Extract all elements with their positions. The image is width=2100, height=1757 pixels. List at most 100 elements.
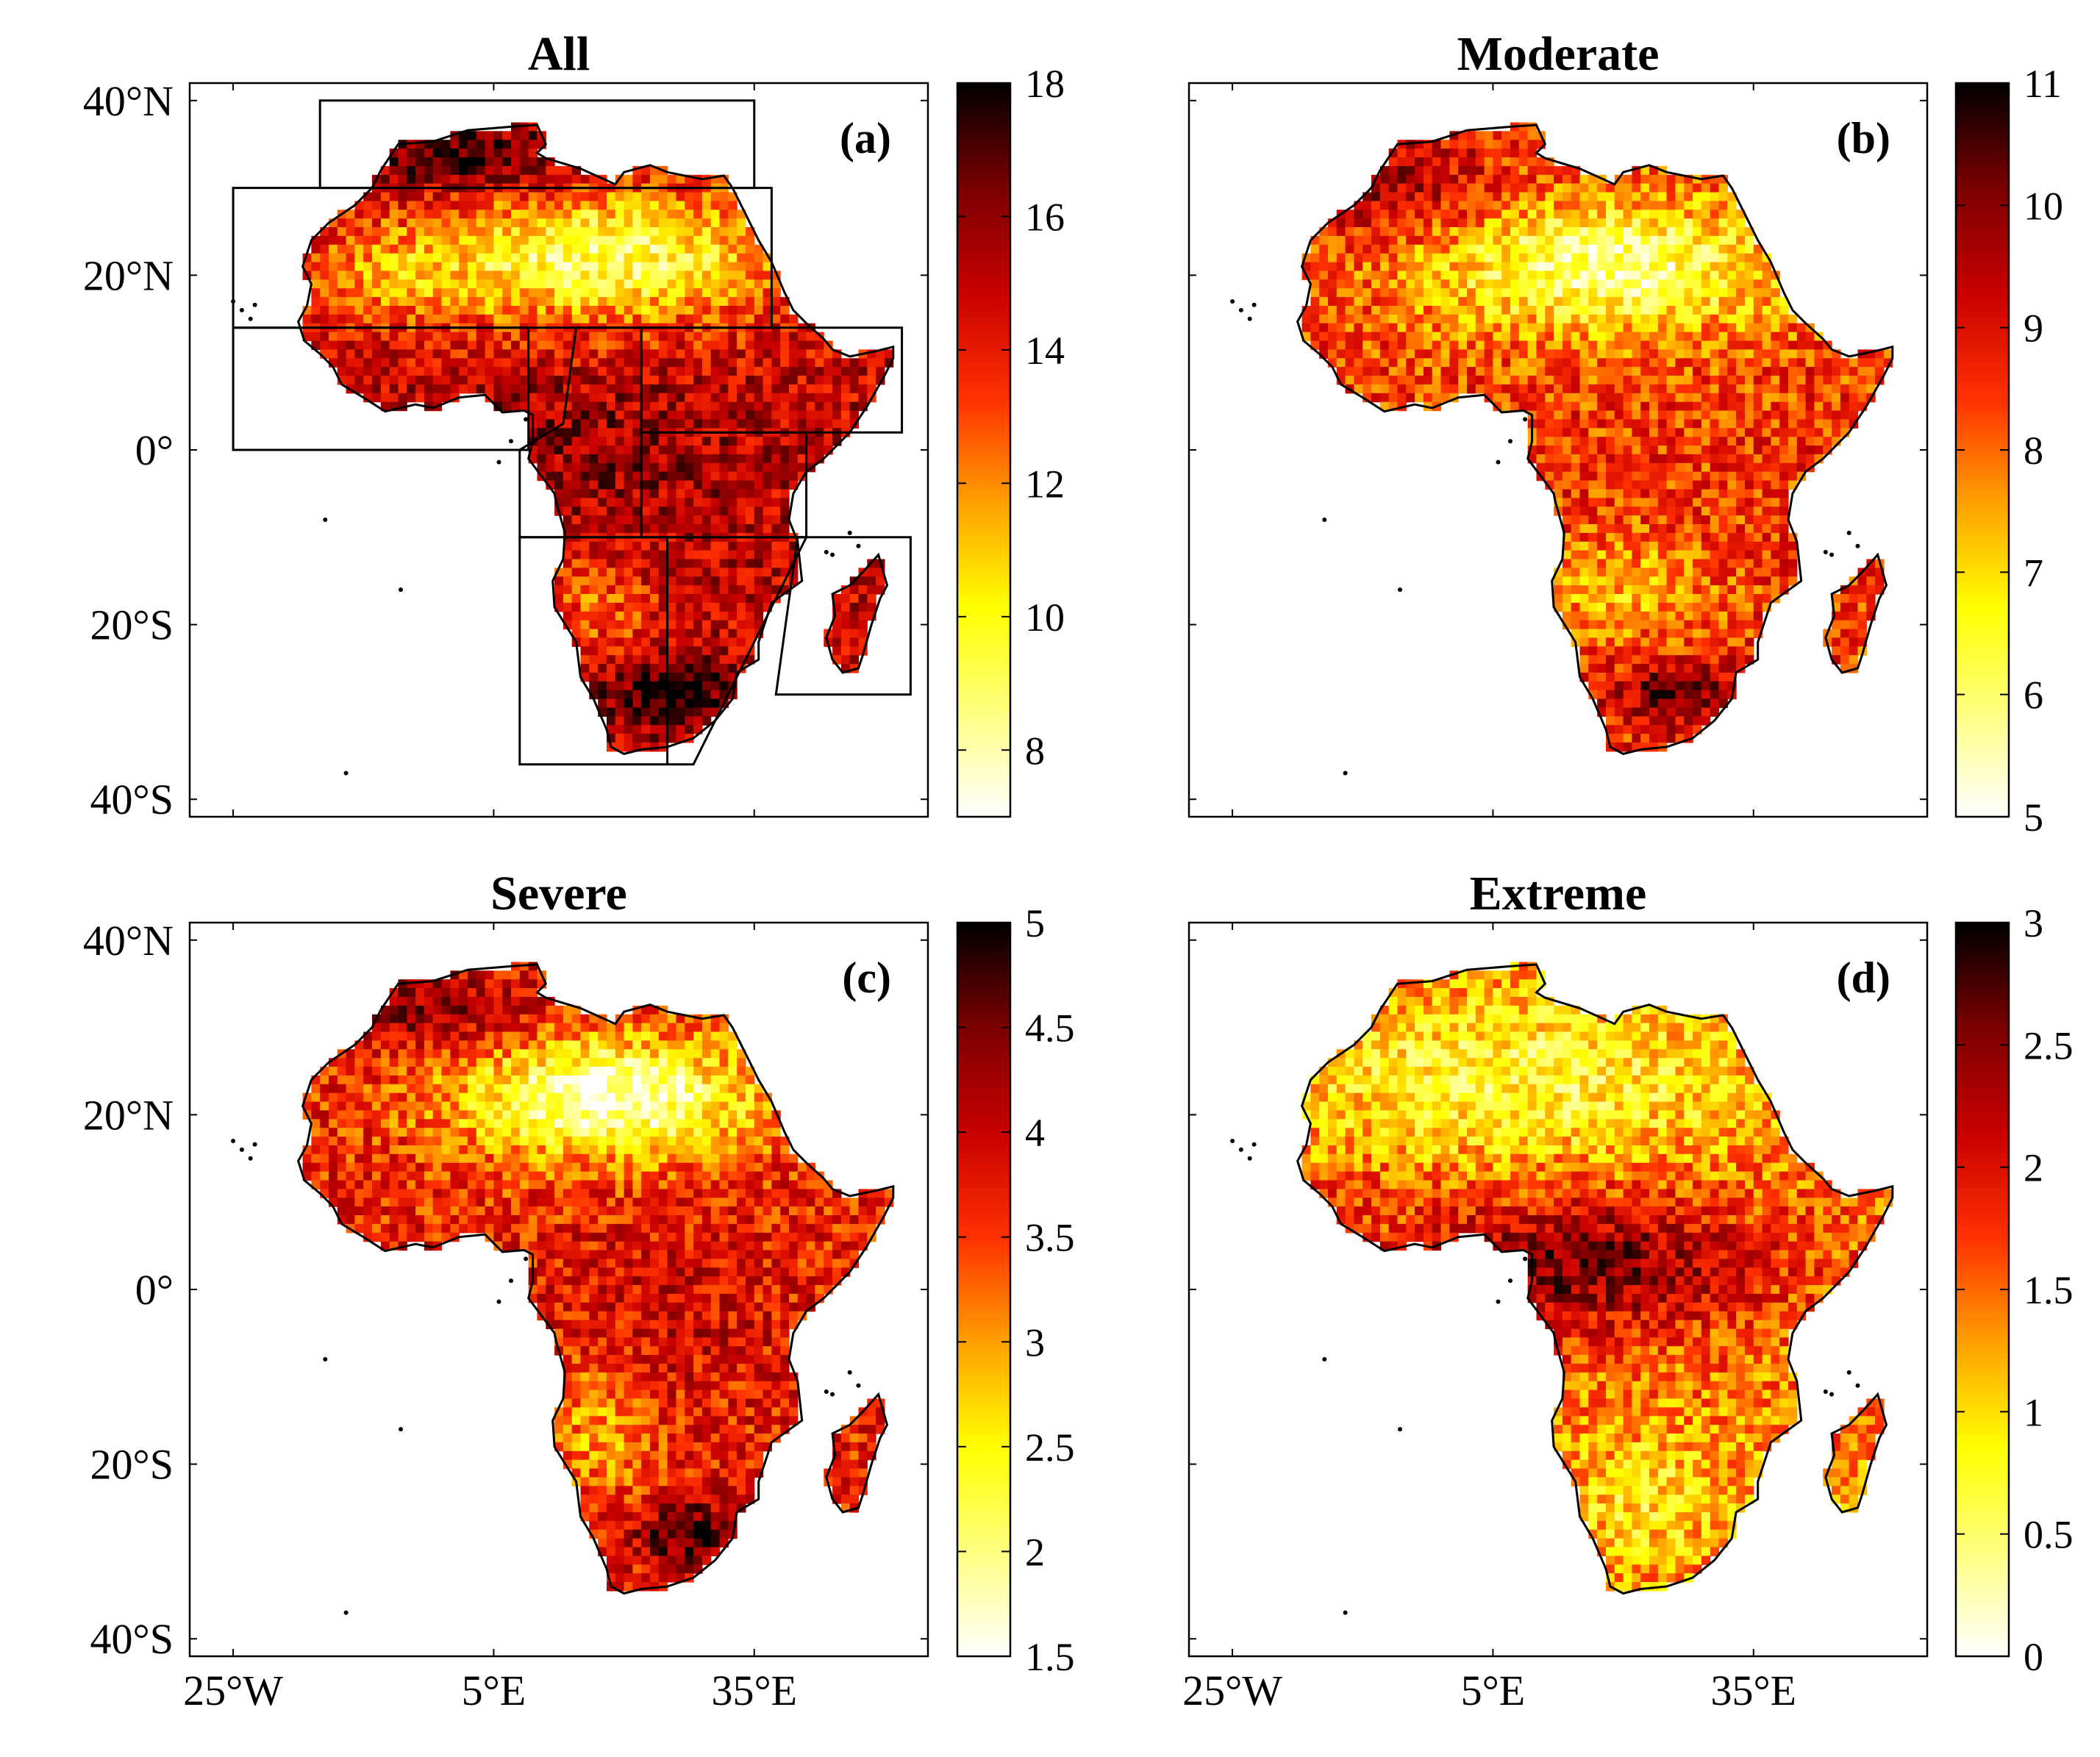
heatmap-cell [789, 437, 799, 446]
heatmap-cell [485, 358, 494, 368]
heatmap-cell [562, 602, 573, 612]
heatmap-cell [1571, 532, 1581, 543]
heatmap-cell [1745, 576, 1754, 586]
heatmap-cell [511, 201, 521, 210]
heatmap-cell [658, 673, 668, 682]
heatmap-cell [320, 262, 329, 272]
heatmap-cell [1493, 201, 1502, 210]
heatmap-cell [1571, 376, 1581, 385]
heatmap-cell [797, 384, 807, 394]
heatmap-cell [1640, 462, 1650, 473]
heatmap-cell [1693, 524, 1702, 534]
heatmap-cell [624, 401, 633, 412]
heatmap-cell [780, 524, 790, 534]
heatmap-cell [701, 192, 712, 201]
heatmap-cell [615, 218, 625, 228]
heatmap-cell [1701, 559, 1711, 568]
heatmap-cell [1788, 332, 1798, 342]
heatmap-cell [1684, 349, 1693, 359]
heatmap-cell [1693, 498, 1702, 507]
heatmap-cell [1614, 288, 1624, 298]
heatmap-cell [320, 279, 329, 289]
heatmap-cell [650, 393, 660, 403]
heatmap-cell [607, 401, 616, 412]
heatmap-cell [771, 445, 781, 455]
heatmap-cell [624, 507, 633, 516]
heatmap-cell [1319, 306, 1329, 315]
heatmap-cell [1745, 244, 1754, 254]
heatmap-cell [1657, 183, 1668, 193]
heatmap-cell [1736, 244, 1746, 254]
heatmap-cell [1866, 602, 1876, 612]
heatmap-cell [1536, 314, 1546, 324]
heatmap-cell [380, 340, 390, 350]
heatmap-cell [615, 340, 625, 350]
heatmap-cell [468, 227, 477, 237]
heatmap-cell [1423, 192, 1433, 201]
heatmap-cell [624, 462, 633, 473]
heatmap-cell [1501, 262, 1511, 272]
heatmap-cell [1467, 165, 1476, 176]
heatmap-cell [607, 253, 616, 263]
heatmap-cell [598, 550, 607, 560]
heatmap-cell [1745, 611, 1754, 621]
heatmap-cell [1623, 306, 1632, 315]
heatmap-cell [1632, 611, 1641, 621]
heatmap-cell [571, 393, 582, 403]
heatmap-cell [780, 410, 790, 420]
heatmap-cell [598, 288, 607, 298]
heatmap-cell [1649, 340, 1659, 350]
heatmap-cell [354, 288, 364, 298]
heatmap-cell [615, 358, 625, 368]
heatmap-cell [676, 384, 685, 394]
heatmap-cell [1857, 576, 1867, 586]
heatmap-cell [571, 568, 582, 577]
heatmap-cell [710, 620, 721, 630]
heatmap-cell [719, 201, 729, 210]
heatmap-cell [519, 227, 529, 237]
heatmap-cell [1571, 358, 1581, 368]
heatmap-cell [746, 253, 755, 263]
heatmap-cell [519, 165, 529, 176]
heatmap-cell [693, 698, 703, 709]
heatmap-cell [450, 340, 460, 350]
heatmap-cell [1840, 602, 1850, 612]
heatmap-cell [1771, 297, 1780, 307]
heatmap-cell [485, 384, 494, 394]
heatmap-cell [1753, 620, 1763, 630]
heatmap-cell [650, 524, 660, 534]
heatmap-cell [719, 393, 729, 403]
heatmap-cell [1657, 471, 1668, 482]
heatmap-cell [710, 201, 721, 210]
heatmap-cell [1779, 515, 1789, 525]
heatmap-cell [746, 262, 755, 272]
heatmap-cell [1562, 384, 1572, 394]
heatmap-cell [468, 349, 477, 359]
heatmap-cell [1510, 148, 1520, 158]
heatmap-cell [468, 262, 477, 272]
heatmap-cell [1675, 183, 1685, 193]
heatmap-cell [1657, 192, 1668, 201]
heatmap-cell [598, 297, 607, 307]
heatmap-cell [1423, 384, 1433, 394]
heatmap-cell [780, 401, 790, 412]
heatmap-cell [589, 471, 599, 482]
heatmap-cell [485, 314, 494, 324]
heatmap-cell [824, 384, 833, 394]
heatmap-cell [1458, 349, 1468, 359]
heatmap-cell [1579, 244, 1589, 254]
heatmap-cell [1475, 218, 1485, 228]
heatmap-cell [519, 210, 529, 219]
heatmap-cell [780, 306, 790, 315]
heatmap-cell [641, 515, 651, 525]
heatmap-cell [1397, 323, 1407, 333]
heatmap-cell [632, 507, 642, 516]
heatmap-cell [1779, 576, 1789, 586]
heatmap-cell [1379, 297, 1390, 307]
heatmap-cell [1623, 376, 1632, 385]
heatmap-cell [1588, 297, 1598, 307]
heatmap-cell [502, 227, 512, 237]
heatmap-cell [1415, 201, 1424, 210]
heatmap-cell [762, 279, 772, 289]
